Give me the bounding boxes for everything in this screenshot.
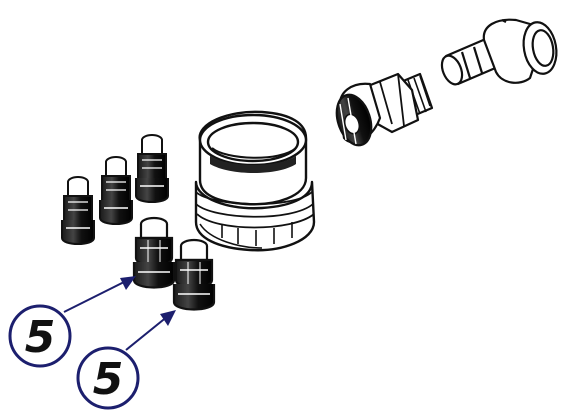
fitting-item-5-b [174,240,214,310]
callout-number: 5 [93,354,124,405]
callout-number: 5 [25,312,56,363]
callout-circle [8,304,72,368]
callout-5-upper: 5 [8,276,136,368]
nozzle-fitting-2 [100,157,132,224]
leader-arrow-line [63,279,129,313]
callout-circle [76,346,140,410]
arrowhead-icon [120,276,136,290]
leader-arrow-line [125,315,169,351]
cable-gland [331,74,432,150]
nozzle-fitting-3 [62,177,94,244]
threaded-bushing [196,112,314,250]
fitting-item-5-a [134,218,174,288]
arrowhead-icon [160,310,176,326]
elbow-fitting [438,20,560,88]
callout-5-lower: 5 [76,310,176,410]
nozzle-fitting-1 [136,135,168,202]
